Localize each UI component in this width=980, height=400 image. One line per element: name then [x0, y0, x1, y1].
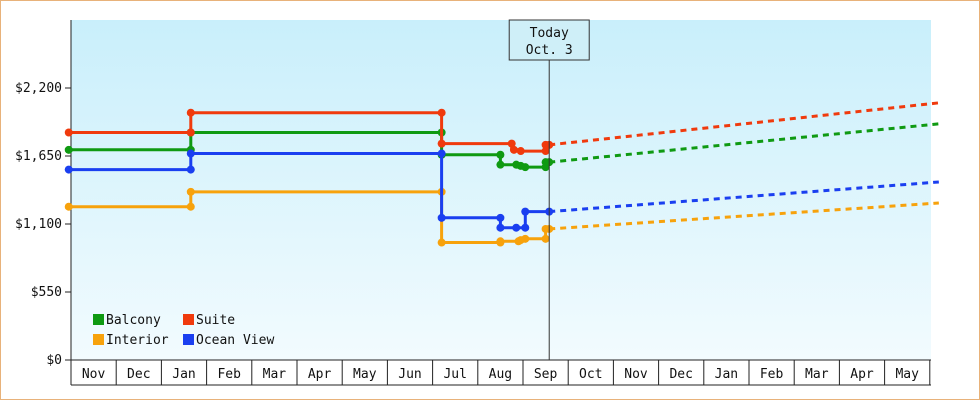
- x-month-label: Oct: [579, 367, 602, 382]
- data-point-ocean-view: [64, 165, 73, 174]
- data-point-ocean-view: [186, 165, 195, 174]
- x-month-label: Jun: [398, 367, 421, 382]
- x-month-label: Dec: [669, 367, 692, 382]
- data-point-ocean-view: [521, 207, 530, 216]
- y-tick-label: $2,200: [15, 81, 62, 96]
- y-tick-label: $1,100: [15, 217, 62, 232]
- x-month-label: Jul: [443, 367, 466, 382]
- data-point-suite: [437, 139, 446, 148]
- data-point-suite: [437, 108, 446, 117]
- data-point-interior: [521, 234, 530, 243]
- data-point-interior: [437, 238, 446, 247]
- data-point-suite: [186, 108, 195, 117]
- today-box: [508, 19, 590, 61]
- data-point-ocean-view: [437, 149, 446, 158]
- data-point-interior: [64, 202, 73, 211]
- today-marker: Today Oct. 3: [508, 19, 590, 360]
- data-point-balcony: [496, 150, 505, 159]
- data-point-suite: [516, 147, 525, 156]
- today-label: Today: [530, 26, 569, 41]
- y-tick-label: $0: [46, 353, 62, 368]
- y-tick-label: $550: [31, 285, 62, 300]
- x-month-label: Mar: [263, 367, 287, 382]
- legend: Balcony Suite Interior Ocean View: [93, 313, 274, 348]
- x-month-label: Aug: [489, 367, 512, 382]
- data-point-balcony: [496, 160, 505, 169]
- x-month-label: May: [353, 367, 377, 382]
- legend-label-suite: Suite: [196, 313, 235, 328]
- legend-label-interior: Interior: [106, 333, 169, 348]
- series-lines: [64, 101, 940, 247]
- data-point-ocean-view: [186, 149, 195, 158]
- data-point-interior: [496, 237, 505, 246]
- x-month-label: Sep: [534, 367, 558, 382]
- data-point-interior: [541, 234, 550, 243]
- y-axis: $0 $550 $1,100 $1,650 $2,200: [15, 20, 72, 385]
- data-point-interior: [186, 202, 195, 211]
- x-month-label: Nov: [82, 367, 106, 382]
- y-tick-label: $1,650: [15, 149, 62, 164]
- x-month-label: May: [895, 367, 919, 382]
- data-point-balcony: [521, 163, 530, 172]
- x-month-label: Apr: [850, 367, 874, 382]
- x-month-label: Mar: [805, 367, 829, 382]
- data-point-ocean-view: [496, 223, 505, 232]
- x-month-label: Jan: [715, 367, 738, 382]
- data-point-interior: [186, 187, 195, 196]
- legend-swatch-suite: [183, 314, 194, 325]
- x-month-label: Apr: [308, 367, 332, 382]
- today-date-label: Oct. 3: [526, 43, 573, 58]
- data-point-balcony: [64, 145, 73, 154]
- data-point-suite: [186, 128, 195, 137]
- legend-label-balcony: Balcony: [106, 313, 161, 328]
- series-line-ocean-view: [68, 152, 550, 230]
- x-month-label: Feb: [760, 367, 784, 382]
- legend-swatch-balcony: [93, 314, 104, 325]
- legend-swatch-interior: [93, 334, 104, 345]
- data-point-suite: [541, 147, 550, 156]
- data-point-ocean-view: [512, 223, 521, 232]
- data-point-ocean-view: [437, 213, 446, 222]
- x-month-label: Nov: [624, 367, 648, 382]
- plot-background: [71, 20, 931, 360]
- x-month-label: Dec: [127, 367, 150, 382]
- data-point-ocean-view: [521, 223, 530, 232]
- legend-label-ocean-view: Ocean View: [196, 333, 274, 348]
- legend-swatch-ocean-view: [183, 334, 194, 345]
- data-point-suite: [507, 139, 516, 148]
- data-point-suite: [509, 145, 518, 154]
- x-month-label: Feb: [217, 367, 241, 382]
- x-axis: Nov Dec Jan Feb Mar Apr May Jun Jul Aug Sep Oct Nov D…: [70, 359, 931, 386]
- data-point-ocean-view: [496, 213, 505, 222]
- data-point-suite: [64, 128, 73, 137]
- x-month-label: Jan: [172, 367, 195, 382]
